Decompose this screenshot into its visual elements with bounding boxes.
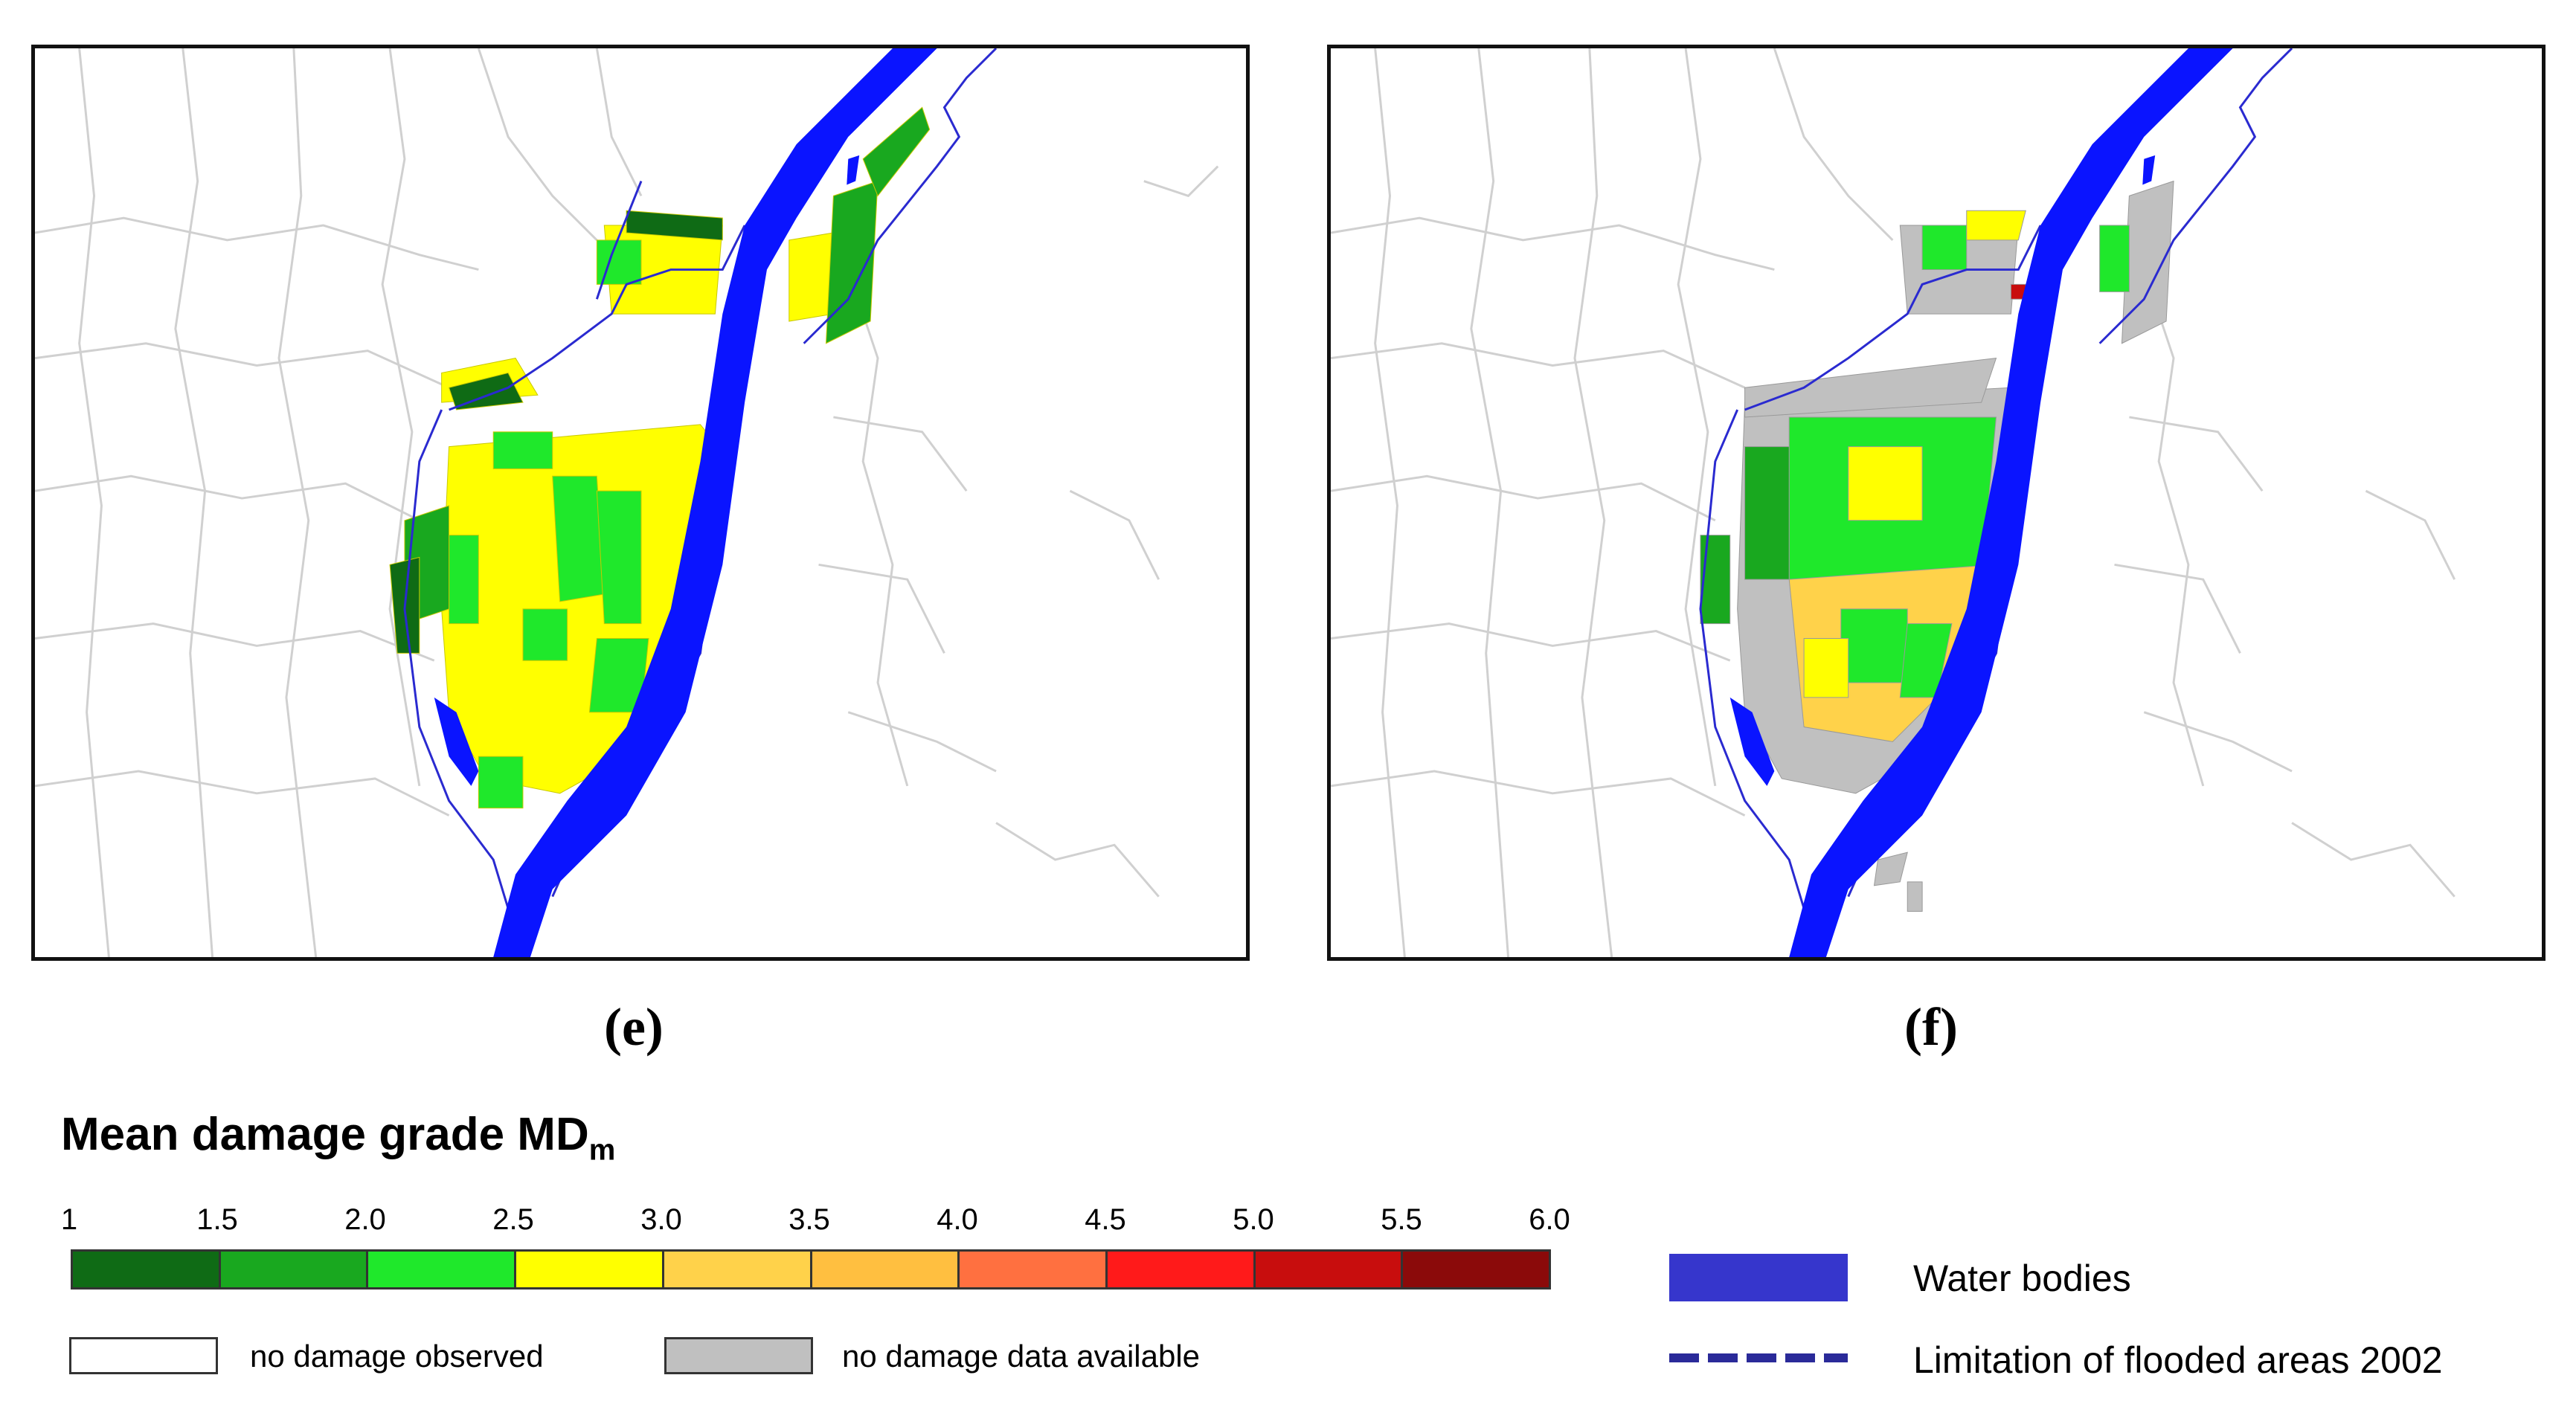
map-panel-f	[1327, 45, 2546, 961]
river	[434, 48, 937, 957]
map-e	[35, 48, 1219, 957]
map-panel-e	[31, 45, 1250, 961]
tick-label: 1	[60, 1203, 78, 1236]
water-bodies-label: Water bodies	[1913, 1258, 2131, 1299]
damage-blocks	[1700, 180, 2174, 912]
ramp-cell	[1401, 1249, 1552, 1290]
ramp-cell	[809, 1249, 960, 1290]
tick-label: 3.5	[788, 1203, 830, 1236]
flood-limit-line	[1669, 1353, 1848, 1362]
river	[1729, 48, 2233, 957]
tick-label: 6.0	[1529, 1203, 1570, 1236]
tick-label: 3.0	[640, 1203, 682, 1236]
panel-caption-e: (e)	[604, 997, 664, 1057]
ramp-cell	[218, 1249, 369, 1290]
ramp-cell	[71, 1249, 221, 1290]
color-ramp	[71, 1249, 1552, 1290]
water-bodies-swatch	[1669, 1254, 1848, 1301]
ramp-cell	[1105, 1249, 1256, 1290]
panel-caption-f: (f)	[1904, 997, 1958, 1057]
tick-label: 4.5	[1085, 1203, 1126, 1236]
tick-label: 2.5	[492, 1203, 534, 1236]
ramp-cell	[661, 1249, 812, 1290]
legend-title: Mean damage grade MDm	[61, 1109, 616, 1167]
ramp-cell	[957, 1249, 1108, 1290]
ramp-cell	[366, 1249, 517, 1290]
flood-limit-label: Limitation of flooded areas 2002	[1913, 1339, 2443, 1381]
tick-label: 4.0	[937, 1203, 978, 1236]
no-damage-label: no damage observed	[250, 1339, 544, 1374]
map-f	[1331, 48, 2456, 957]
street-network	[35, 48, 1219, 957]
tick-label: 1.5	[196, 1203, 238, 1236]
ramp-cell	[1253, 1249, 1404, 1290]
no-data-swatch	[664, 1337, 813, 1374]
street-network	[1331, 48, 2456, 957]
tick-label: 5.5	[1381, 1203, 1422, 1236]
tick-label: 2.0	[344, 1203, 386, 1236]
no-data-label: no damage data available	[842, 1339, 1201, 1374]
no-damage-swatch	[69, 1337, 218, 1374]
tick-label: 5.0	[1233, 1203, 1274, 1236]
ramp-cell	[514, 1249, 664, 1290]
